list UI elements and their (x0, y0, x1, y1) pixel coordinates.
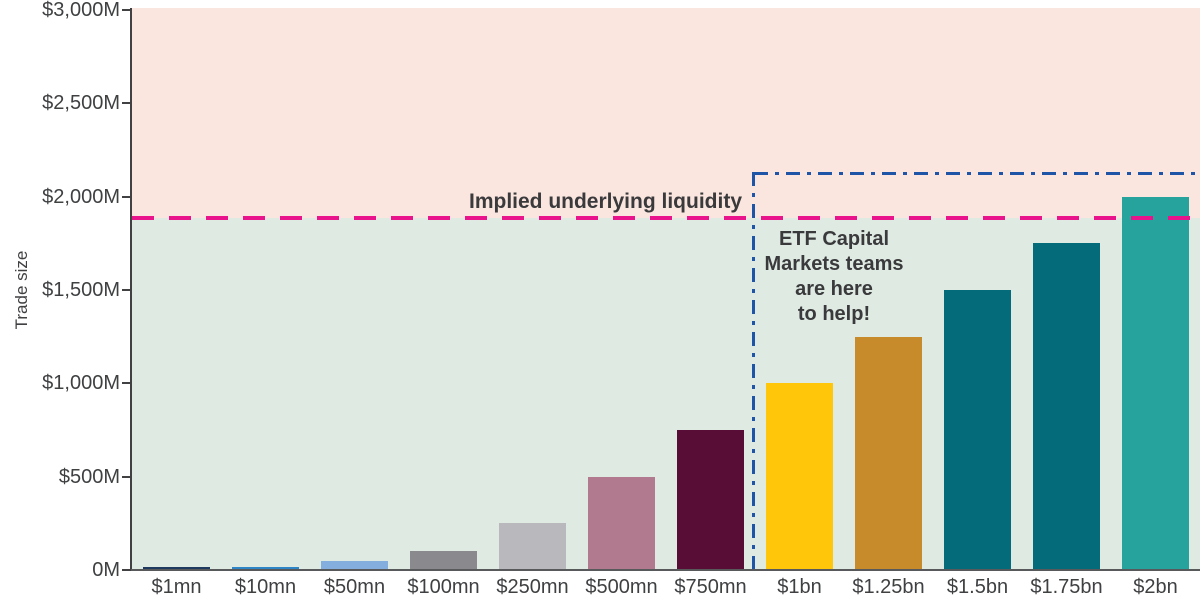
region-below-liquidity (132, 218, 1200, 570)
bar-slot (933, 8, 1022, 570)
y-tick-mark (122, 569, 131, 571)
y-tick-label: $2,000M (42, 185, 120, 208)
bar-$750mn (677, 430, 744, 570)
x-axis-line (130, 569, 1200, 571)
bar-slot (399, 8, 488, 570)
x-tick-label: $50mn (323, 576, 386, 598)
etf-help-label-line: to help! (797, 303, 871, 325)
bar-slot (310, 8, 399, 570)
bar-slot (1111, 8, 1200, 570)
x-tick-label: $750mn (674, 576, 747, 598)
bar-slot (132, 8, 221, 570)
etf-help-label-line: ETF Capital (778, 228, 889, 250)
etf-help-label-line: are here (795, 278, 873, 300)
bar-slot (221, 8, 310, 570)
y-tick-mark (122, 102, 131, 105)
bar-$1.75bn (1033, 243, 1100, 570)
y-tick-label: $1,500M (42, 279, 120, 301)
x-tick-label: $2bn (1133, 576, 1178, 598)
bar-$2bn (1122, 196, 1189, 570)
etf-help-box-left-line (752, 172, 755, 570)
x-tick-label: $1.75bn (1030, 576, 1103, 598)
y-tick-label: $3,000M (42, 0, 120, 21)
y-tick-label: $1,000M (42, 372, 120, 395)
bar-$250mn (499, 523, 566, 570)
bar-$1.25bn (855, 336, 922, 570)
etf-help-label-line: Markets teams (764, 253, 904, 275)
bar-slot (844, 8, 933, 570)
y-tick-label: $2,500M (42, 92, 120, 115)
x-tick-label: $1bn (777, 576, 822, 598)
bar-slot (1022, 8, 1111, 570)
x-tick-label: $100mn (407, 576, 480, 598)
y-tick-mark (122, 475, 131, 478)
etf-help-label: ETF Capital Markets teams are here to help! (744, 227, 924, 327)
bar-$50mn (321, 560, 388, 570)
bar-slot (577, 8, 666, 570)
x-tick-label: $10mn (234, 576, 297, 598)
bar-$1.5bn (944, 290, 1011, 570)
y-tick-label: $500M (58, 465, 120, 488)
bar-slot (755, 8, 844, 570)
y-axis-line (130, 8, 132, 570)
x-tick-label: $250mn (496, 576, 569, 598)
y-tick-mark (122, 195, 131, 198)
y-axis-title: Trade size (12, 250, 31, 330)
bars-container (132, 8, 1200, 570)
bar-slot (488, 8, 577, 570)
y-tick-mark (122, 382, 131, 385)
x-tick-label: $500mn (585, 576, 658, 598)
bar-$1mn (143, 567, 210, 570)
bar-slot (666, 8, 755, 570)
y-tick-mark (122, 289, 131, 291)
region-above-liquidity (132, 8, 1200, 218)
bar-$10mn (232, 567, 299, 570)
bar-$100mn (410, 551, 477, 570)
y-tick-mark (122, 9, 131, 11)
implied-liquidity-line (132, 216, 1200, 220)
etf-help-box-top-line (754, 172, 1200, 175)
x-tick-label: $1mn (151, 576, 202, 598)
x-tick-label: $1.5bn (946, 576, 1009, 598)
y-tick-label: 0M (92, 559, 120, 581)
implied-liquidity-label: Implied underlying liquidity (468, 190, 742, 213)
x-tick-label: $1.25bn (852, 576, 925, 598)
bar-$1bn (766, 383, 833, 570)
bar-$500mn (588, 476, 655, 570)
